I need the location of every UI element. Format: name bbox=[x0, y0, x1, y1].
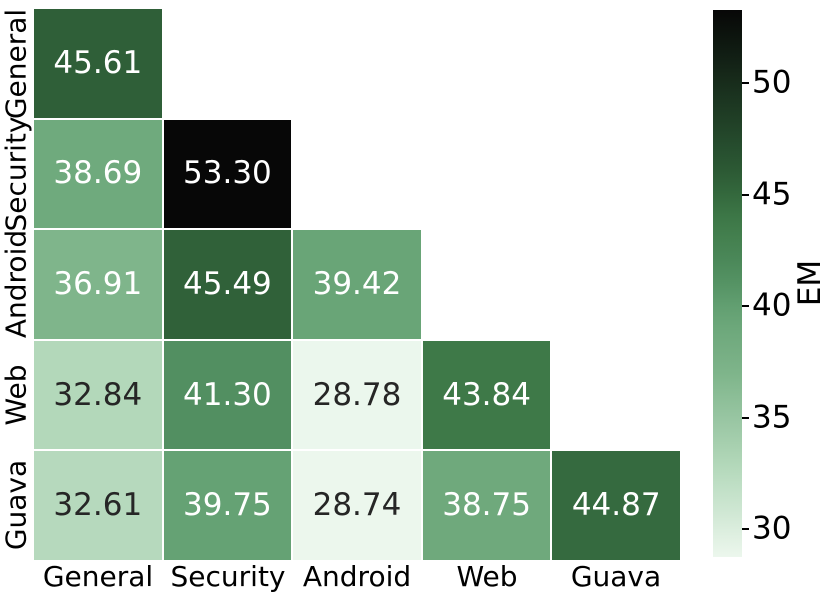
colorbar-tick-label: 45 bbox=[752, 176, 792, 213]
colorbar-tick-label: 40 bbox=[752, 287, 792, 324]
x-tick-label-guava: Guava bbox=[570, 560, 662, 593]
heatmap-cell-guava-web: 38.75 bbox=[421, 450, 552, 561]
cell-value: 44.87 bbox=[571, 487, 661, 524]
cell-value: 45.49 bbox=[183, 265, 272, 302]
y-tick-label-guava: Guava bbox=[0, 459, 33, 551]
x-tick-label-security: Security bbox=[170, 560, 286, 593]
colorbar-tick-label: 35 bbox=[752, 399, 792, 436]
heatmap-cell-web-web: 43.84 bbox=[421, 339, 552, 451]
cell-value: 28.78 bbox=[312, 376, 402, 413]
heatmap-cell-android-security: 45.49 bbox=[162, 229, 293, 340]
colorbar-tick-label: 30 bbox=[752, 510, 792, 547]
heatmap-cell-security-general: 38.69 bbox=[33, 118, 163, 230]
cell-value: 53.30 bbox=[183, 155, 272, 192]
y-tick-label-web: Web bbox=[0, 364, 33, 426]
cell-value: 28.74 bbox=[312, 487, 402, 524]
cell-value: 39.75 bbox=[183, 487, 272, 524]
heatmap-cell-web-android: 28.78 bbox=[292, 339, 422, 451]
cell-value: 38.69 bbox=[53, 155, 143, 192]
colorbar-tick-mark bbox=[742, 193, 749, 196]
heatmap-cell-general-general: 45.61 bbox=[33, 8, 163, 119]
cell-value: 36.91 bbox=[53, 265, 143, 302]
cell-value: 32.61 bbox=[53, 487, 143, 524]
x-tick-label-web: Web bbox=[456, 560, 518, 593]
cell-value: 43.84 bbox=[442, 376, 531, 413]
colorbar-tick-mark bbox=[742, 305, 749, 308]
x-tick-label-android: Android bbox=[302, 560, 412, 593]
colorbar-tick-mark bbox=[742, 416, 749, 419]
colorbar-tick-label: 50 bbox=[752, 64, 792, 101]
heatmap-cell-guava-guava: 44.87 bbox=[551, 450, 681, 561]
y-tick-label-general: General bbox=[0, 8, 33, 120]
heatmap-cell-android-android: 39.42 bbox=[292, 229, 422, 340]
colorbar-axis-label: EM bbox=[792, 259, 828, 307]
y-tick-label-security: Security bbox=[0, 116, 33, 232]
heatmap-cell-security-security: 53.30 bbox=[162, 118, 293, 230]
cell-value: 32.84 bbox=[53, 376, 143, 413]
heatmap-cell-web-general: 32.84 bbox=[33, 339, 163, 451]
heatmap-cell-android-general: 36.91 bbox=[33, 229, 163, 340]
colorbar-tick-mark bbox=[742, 82, 749, 85]
cell-value: 39.42 bbox=[312, 265, 402, 302]
colorbar-gradient bbox=[713, 10, 742, 557]
cell-value: 38.75 bbox=[442, 487, 531, 524]
cell-value: 45.61 bbox=[53, 44, 143, 81]
cell-value: 41.30 bbox=[183, 376, 272, 413]
x-tick-label-general: General bbox=[42, 560, 154, 593]
colorbar-tick-mark bbox=[742, 527, 749, 530]
heatmap-cell-guava-general: 32.61 bbox=[33, 450, 163, 561]
heatmap-cell-web-security: 41.30 bbox=[162, 339, 293, 451]
heatmap-cell-guava-security: 39.75 bbox=[162, 450, 293, 561]
heatmap-cell-guava-android: 28.74 bbox=[292, 450, 422, 561]
y-tick-label-android: Android bbox=[0, 229, 33, 339]
